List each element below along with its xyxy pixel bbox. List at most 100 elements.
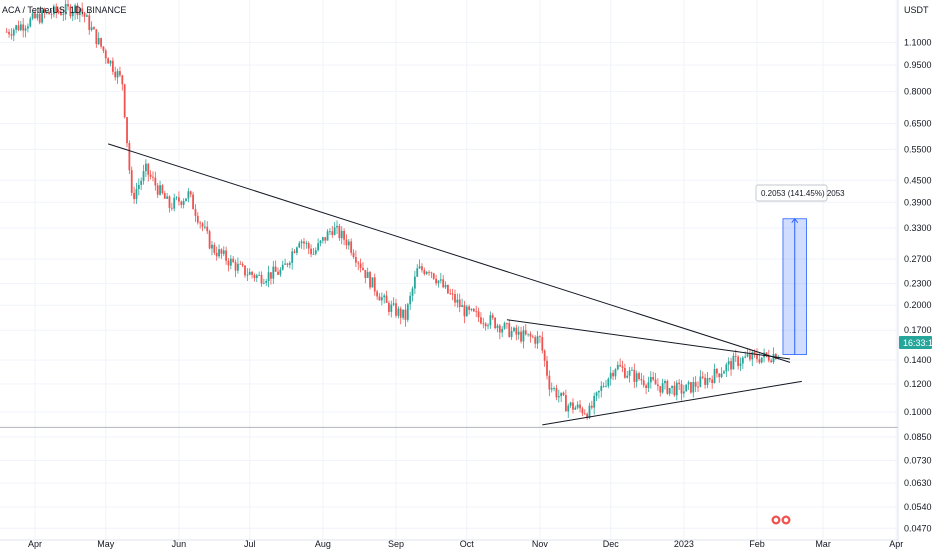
- candle-body: [581, 408, 584, 414]
- candle-body: [638, 373, 640, 380]
- mid-trendline[interactable]: [506, 319, 791, 360]
- candle-body: [144, 163, 147, 172]
- candle-body: [642, 380, 645, 386]
- candle-body: [616, 364, 619, 370]
- candle-body: [720, 373, 723, 378]
- candle-body: [751, 352, 754, 360]
- candle-body: [107, 58, 110, 64]
- candle-body: [708, 378, 711, 380]
- candle-body: [265, 281, 268, 283]
- x-tick-label: 2023: [674, 539, 694, 549]
- candle-body: [50, 14, 53, 16]
- candle-body: [517, 331, 520, 335]
- candle-body: [711, 379, 714, 384]
- candle-body: [392, 303, 395, 305]
- candle-body: [111, 60, 114, 72]
- candle-body: [482, 323, 485, 325]
- candle-body: [24, 28, 27, 31]
- candle-body: [199, 222, 202, 224]
- x-tick-label: Jun: [172, 539, 187, 549]
- candle-body: [673, 385, 676, 396]
- x-tick-label: May: [97, 539, 115, 549]
- candle-body: [402, 309, 404, 318]
- candle-body: [744, 356, 747, 358]
- candle-body: [588, 405, 591, 418]
- candle-body: [560, 392, 563, 397]
- candle-body: [621, 366, 624, 368]
- y-tick-label: 0.0730: [904, 455, 932, 465]
- measure-label[interactable]: 0.2053 (141.45%) 2053: [755, 184, 845, 202]
- lower-trendline[interactable]: [542, 380, 802, 426]
- candle-body: [635, 373, 638, 382]
- candle-body: [510, 331, 513, 337]
- price-axis[interactable]: 1.1000 0.9500 0.8000 0.6500 0.5500 0.4500 0.39…: [897, 0, 932, 550]
- flag-icon[interactable]: [771, 515, 791, 525]
- candle-body: [8, 31, 10, 35]
- chart-drawings[interactable]: [0, 143, 898, 428]
- candle-body: [468, 306, 471, 310]
- candle-body: [137, 184, 140, 190]
- candle-body: [442, 279, 445, 288]
- candle-body: [114, 71, 117, 78]
- candle-body: [489, 315, 492, 326]
- candle-body: [359, 263, 362, 268]
- x-tick-label: Oct: [460, 539, 475, 549]
- x-tick-label: Mar: [815, 539, 831, 549]
- candle-body: [194, 209, 197, 216]
- candle-body: [725, 364, 728, 372]
- candle-body: [505, 323, 508, 324]
- candle-body: [567, 405, 570, 412]
- candle-body: [310, 248, 312, 255]
- candle-body: [362, 267, 364, 270]
- candle-body: [326, 231, 329, 241]
- candle-body: [296, 247, 298, 253]
- symbol-title: ACA / TetherUS, 1D, BINANCE: [2, 5, 126, 15]
- candle-body: [97, 38, 100, 45]
- candle-body: [220, 249, 223, 254]
- candle-body: [508, 323, 511, 337]
- candle-body: [699, 376, 702, 387]
- candle-body: [682, 391, 685, 394]
- candle-body: [593, 395, 596, 408]
- candle-body: [602, 385, 605, 387]
- candle-body: [430, 272, 433, 274]
- candle-body: [404, 309, 407, 320]
- measure-arrow-head: [791, 217, 799, 224]
- candle-body: [687, 382, 690, 385]
- candle-body: [22, 24, 25, 31]
- candle-body: [130, 170, 133, 193]
- candle-body: [421, 266, 423, 271]
- candle-body: [248, 271, 251, 275]
- candle-body: [432, 273, 435, 279]
- candle-body: [562, 392, 565, 396]
- y-tick-label: 0.0850: [904, 432, 932, 442]
- y-tick-label: 0.0630: [904, 478, 932, 488]
- candle-body: [305, 243, 308, 244]
- candle-body: [31, 13, 34, 19]
- candle-body: [121, 75, 124, 85]
- candle-body: [147, 163, 150, 175]
- candle-body: [104, 50, 107, 59]
- price-badge[interactable]: 16:33:15: [899, 336, 932, 349]
- candle-body: [484, 323, 487, 327]
- candle-body: [314, 250, 317, 254]
- candle-body: [423, 270, 426, 274]
- candle-body: [189, 191, 192, 195]
- candle-body: [494, 317, 496, 329]
- candle-body: [237, 263, 239, 271]
- upper-trendline[interactable]: [107, 143, 791, 363]
- candle-body: [354, 257, 357, 263]
- time-axis[interactable]: Apr May Jun Jul Aug Sep Oct Nov Dec 2023 Feb Mar Apr: [0, 539, 903, 549]
- candle-body: [546, 360, 548, 376]
- candle-body: [548, 375, 551, 390]
- candle-body: [645, 385, 648, 388]
- candle-body: [331, 231, 334, 235]
- candle-body: [461, 305, 463, 308]
- y-tick-label: 0.1400: [904, 355, 932, 365]
- candle-body: [62, 14, 65, 15]
- candle-body: [609, 372, 612, 379]
- candle-body: [300, 241, 303, 244]
- candle-body: [536, 336, 539, 344]
- price-badge-text: 16:33:15: [903, 338, 932, 348]
